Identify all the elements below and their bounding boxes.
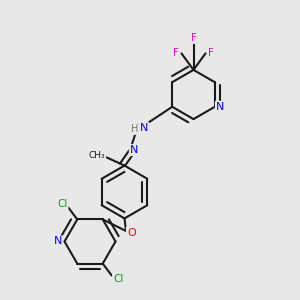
- Text: F: F: [173, 48, 179, 59]
- Text: N: N: [140, 123, 148, 133]
- Text: N: N: [216, 102, 224, 112]
- Text: O: O: [127, 227, 136, 238]
- Text: Cl: Cl: [113, 274, 124, 284]
- Text: N: N: [54, 236, 62, 247]
- Text: F: F: [190, 33, 196, 43]
- Text: Cl: Cl: [57, 199, 68, 209]
- Text: F: F: [208, 48, 214, 59]
- Text: CH₃: CH₃: [88, 152, 105, 160]
- Text: N: N: [130, 145, 138, 155]
- Text: H: H: [131, 124, 139, 134]
